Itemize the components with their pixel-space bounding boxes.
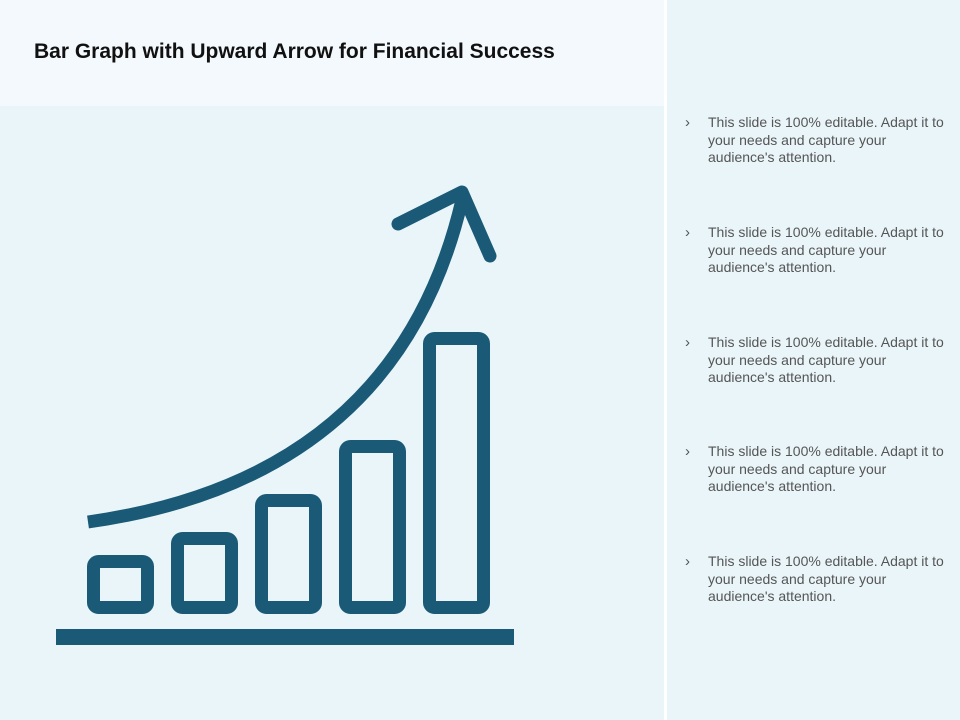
- bar-graph-upward-arrow-icon: [56, 185, 514, 645]
- chevron-right-icon: ›: [685, 443, 690, 460]
- bullet-item: › This slide is 100% editable. Adapt it …: [685, 334, 947, 387]
- bullet-item: › This slide is 100% editable. Adapt it …: [685, 443, 947, 496]
- chevron-right-icon: ›: [685, 334, 690, 351]
- bar-3-icon: [255, 494, 322, 614]
- bar-1-icon: [87, 555, 154, 614]
- title-band: Bar Graph with Upward Arrow for Financia…: [0, 0, 664, 106]
- upward-curve-icon: [87, 198, 469, 529]
- bar-4-icon: [339, 440, 406, 614]
- bar-5-icon: [423, 332, 490, 614]
- bullet-text: This slide is 100% editable. Adapt it to…: [708, 114, 944, 165]
- chevron-right-icon: ›: [685, 553, 690, 570]
- arrow-head-icon: [391, 185, 497, 263]
- chevron-right-icon: ›: [685, 224, 690, 241]
- panel-divider: [664, 0, 667, 720]
- bullet-panel: › This slide is 100% editable. Adapt it …: [667, 0, 960, 720]
- graphic-panel: Bar Graph with Upward Arrow for Financia…: [0, 0, 664, 720]
- bullet-text: This slide is 100% editable. Adapt it to…: [708, 334, 944, 385]
- bullet-item: › This slide is 100% editable. Adapt it …: [685, 114, 947, 167]
- bullet-text: This slide is 100% editable. Adapt it to…: [708, 443, 944, 494]
- bullet-item: › This slide is 100% editable. Adapt it …: [685, 224, 947, 277]
- bullet-text: This slide is 100% editable. Adapt it to…: [708, 553, 944, 604]
- bullet-text: This slide is 100% editable. Adapt it to…: [708, 224, 944, 275]
- bar-2-icon: [171, 532, 238, 614]
- baseline-icon: [56, 629, 514, 645]
- slide-title: Bar Graph with Upward Arrow for Financia…: [34, 40, 555, 63]
- bullet-list: › This slide is 100% editable. Adapt it …: [667, 0, 960, 720]
- bullet-item: › This slide is 100% editable. Adapt it …: [685, 553, 947, 606]
- chevron-right-icon: ›: [685, 114, 690, 131]
